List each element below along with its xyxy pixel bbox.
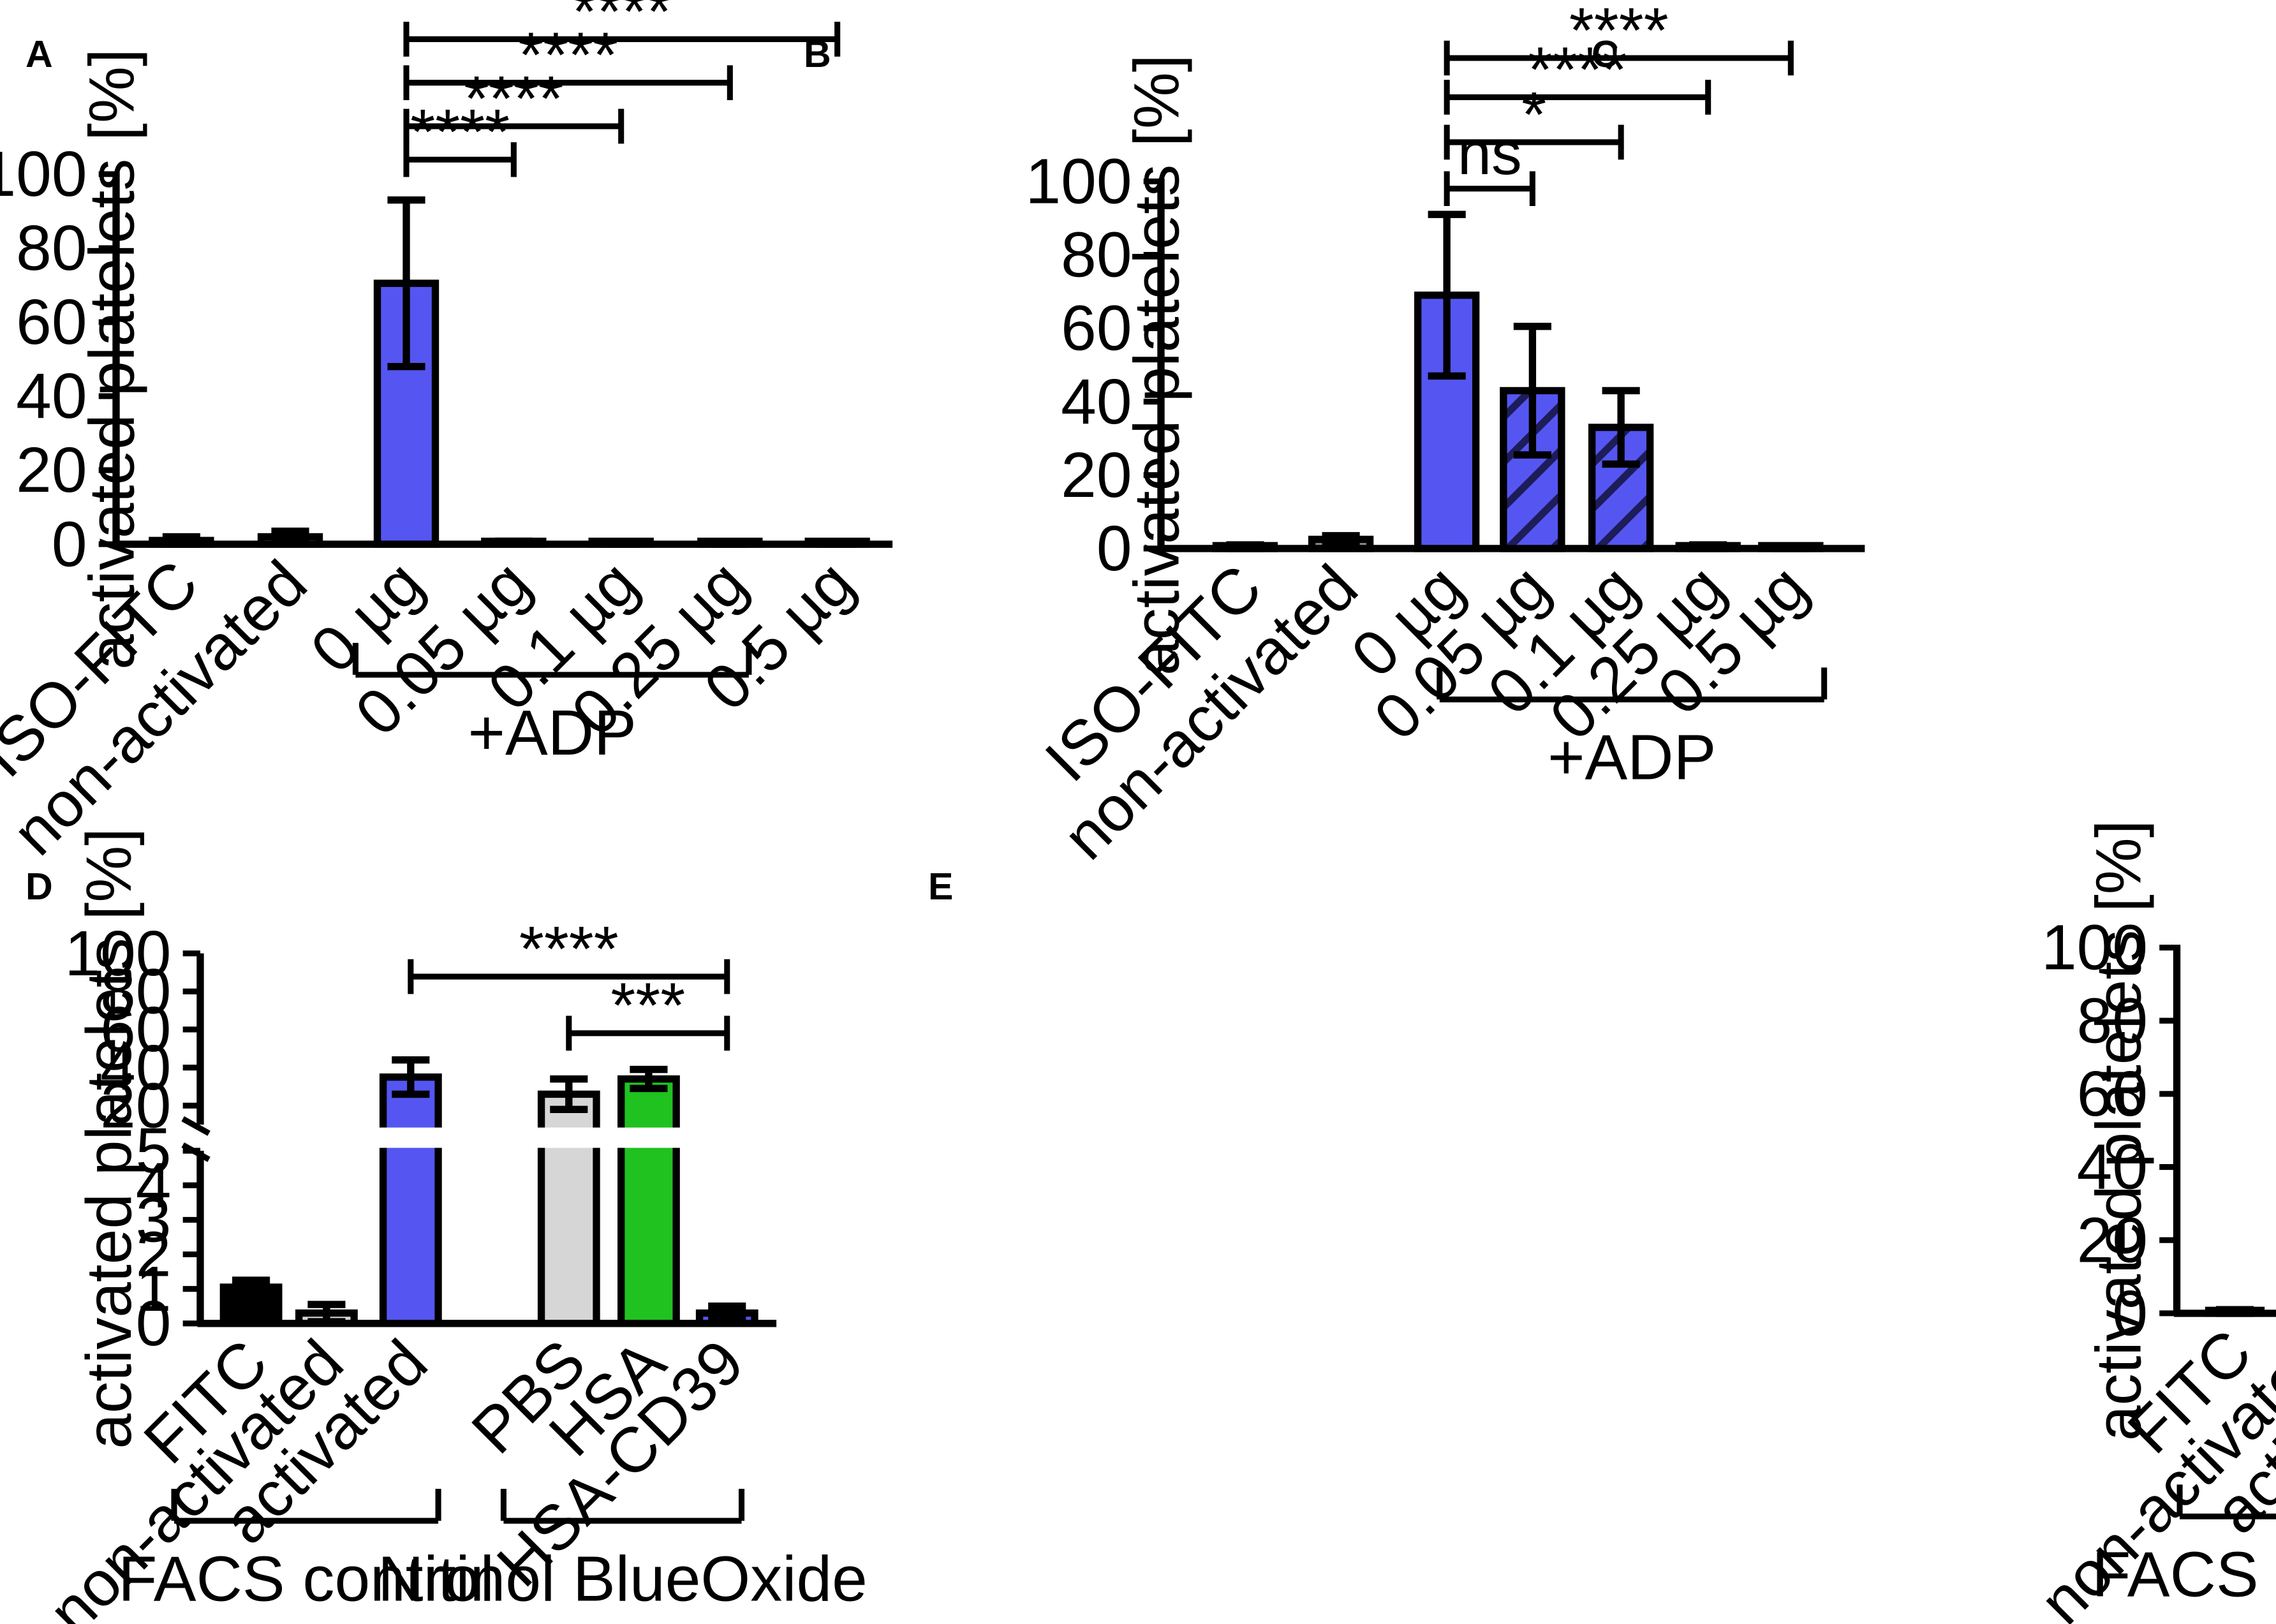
group-label-adp: +ADP [468,697,637,769]
y-tick-label: 40 [1061,366,1132,438]
axis-break-gap [377,1127,445,1148]
significance-label: **** [410,96,510,168]
axis-break-mark [181,1116,211,1136]
y-tick-label: 60 [2077,1058,2148,1130]
panel-letter-a: A [26,33,53,75]
y-tick-label: 2 [136,1219,172,1290]
significance-label: * [1521,79,1546,151]
group-label-adp: +ADP [1548,722,1716,794]
y-tick-label: 80 [16,212,87,284]
y-tick-label: 80 [1061,219,1132,291]
y-tick-label: 0 [52,508,87,580]
axis-break-gap [535,1127,603,1148]
significance-label: **** [1569,0,1669,66]
y-tick-label: 20 [2077,1204,2148,1276]
bar-hsa [617,1075,680,1327]
axis-break-gap [615,1127,683,1148]
y-axis-label: activated platelets [%] [2083,820,2155,1441]
y-tick-label: 100 [2041,912,2148,984]
y-tick-label: 60 [100,994,171,1065]
significance-label: *** [610,970,685,1042]
significance-label: **** [572,0,672,47]
group-label-facs-control: FACS control [118,1543,494,1614]
y-axis-label: activated platelets [%] [76,48,147,670]
significance-label: **** [464,63,563,135]
group-label-nitinol-blueoxide-stent: Nitinol BlueOxide stent [378,1543,868,1624]
y-tick-label: 60 [1061,293,1132,364]
y-tick-label: 80 [2077,985,2148,1056]
panel-letter-e: E [928,865,953,908]
y-tick-label: 20 [1061,439,1132,511]
y-tick-label: 60 [16,286,87,358]
y-tick-label: 4 [136,1149,172,1221]
y-tick-label: 3 [136,1184,172,1255]
bar-activated [379,1073,442,1327]
y-tick-label: 40 [2077,1132,2148,1203]
y-tick-label: 20 [100,1070,171,1141]
y-tick-label: 80 [100,956,171,1027]
y-tick-label: 100 [64,918,171,989]
group-label-nitinol-blueoxide-stent-line: Nitinol BlueOxide [378,1543,868,1614]
significance-label: **** [1528,34,1627,105]
significance-label: **** [519,913,619,985]
y-tick-label: 20 [16,434,87,506]
significance-label: ns [1458,120,1522,188]
y-tick-label: 40 [16,360,87,432]
panel-letter-c: C [1592,33,1619,75]
y-tick-label: 5 [136,1115,172,1186]
group-label-nitinol-blueoxide-stent-line: stent [553,1619,691,1624]
y-axis-label: activated platelets [%] [1121,54,1192,675]
y-tick-label: 100 [0,138,87,210]
y-tick-label: 1 [136,1253,172,1325]
y-tick-label: 40 [100,1032,171,1104]
y-axis-label: activated platelets [%] [73,828,145,1449]
y-tick-label: 0 [1097,513,1132,584]
panel-letter-d: D [26,865,53,908]
y-tick-label: 100 [1025,145,1132,217]
y-tick-label: 0 [136,1288,172,1359]
group-label-facs-control: FACS control [2092,1539,2276,1610]
y-tick-label: 0 [2112,1278,2148,1349]
significance-label: **** [519,20,618,91]
